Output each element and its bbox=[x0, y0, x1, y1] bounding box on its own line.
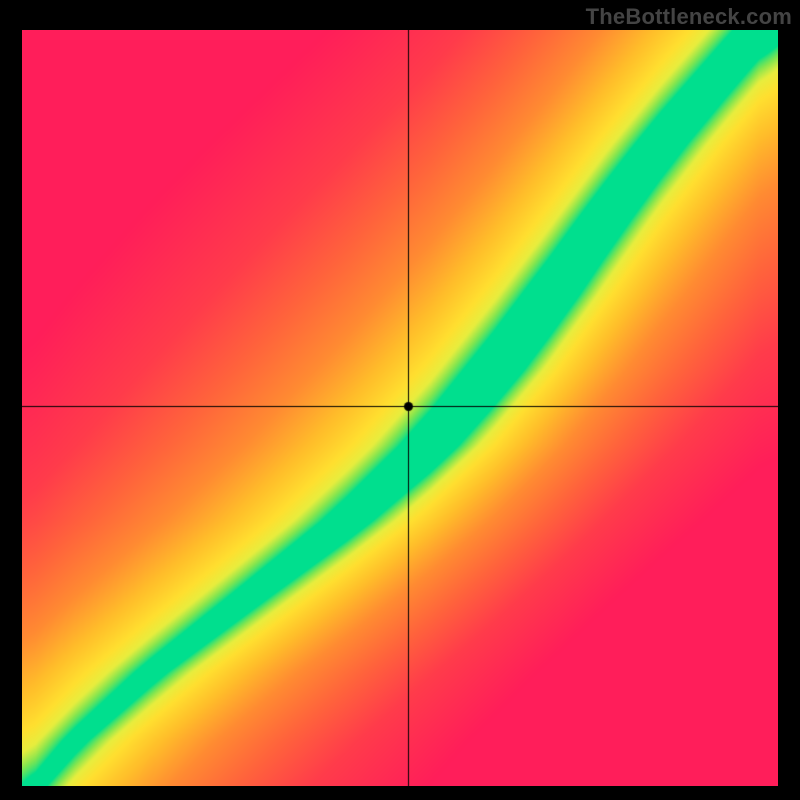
stage: TheBottleneck.com bbox=[0, 0, 800, 800]
watermark-text: TheBottleneck.com bbox=[586, 4, 792, 30]
heatmap-canvas bbox=[22, 30, 778, 786]
plot-area bbox=[22, 30, 778, 786]
